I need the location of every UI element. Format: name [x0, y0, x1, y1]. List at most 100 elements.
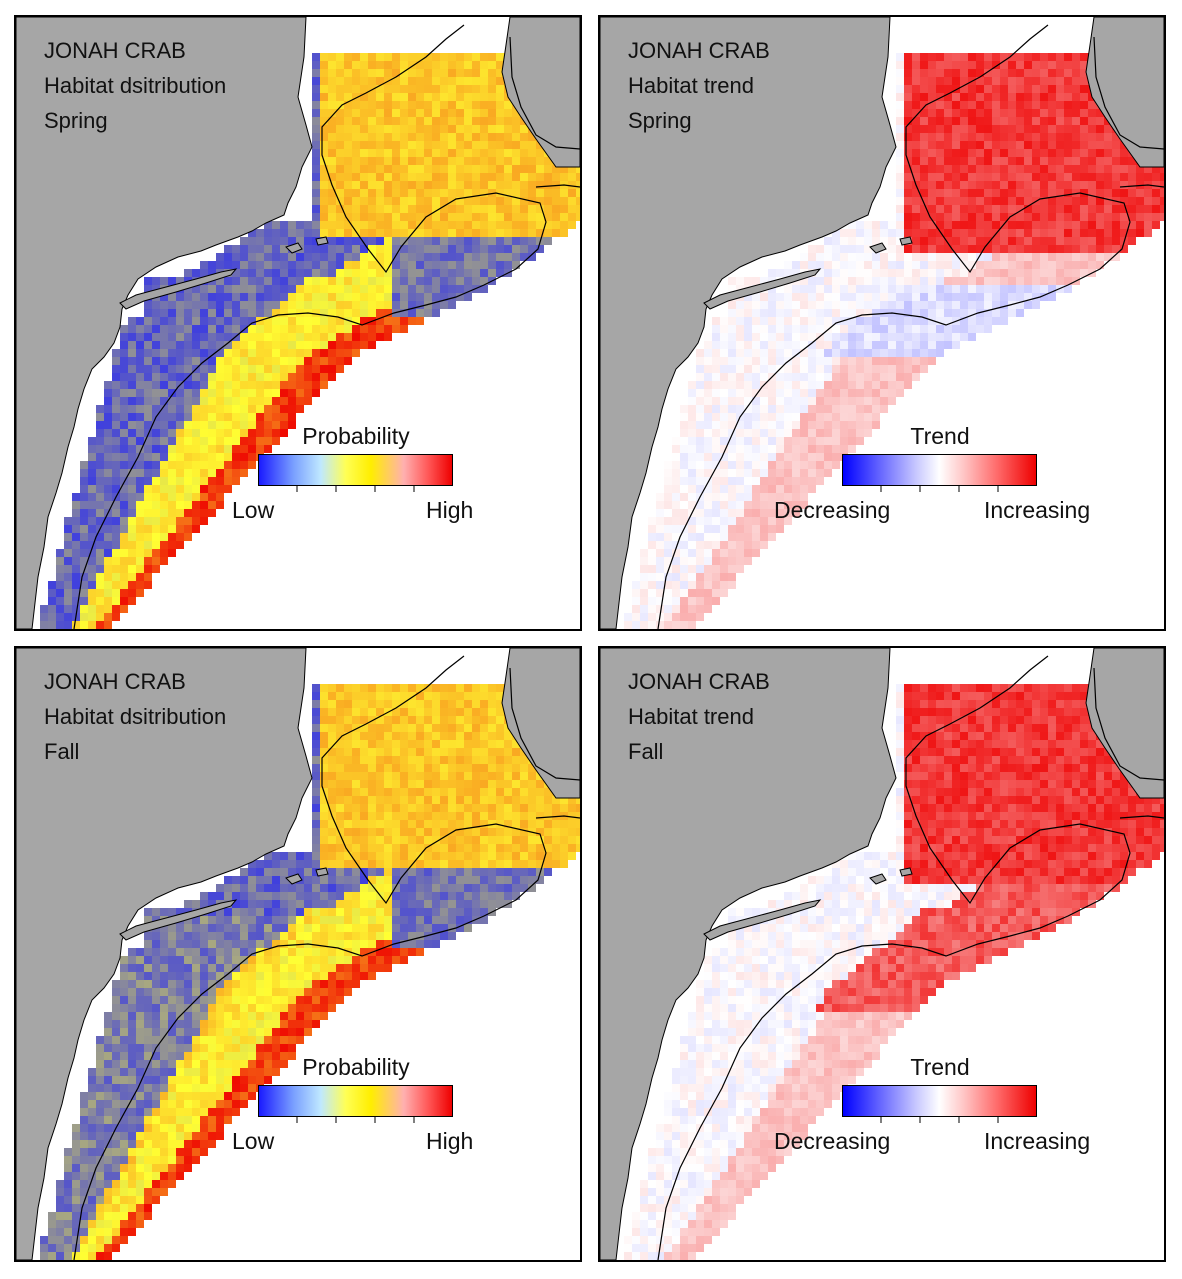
habitat-cell: [520, 221, 528, 229]
habitat-cell: [176, 373, 184, 381]
habitat-cell: [752, 509, 760, 517]
habitat-cell: [352, 101, 360, 109]
habitat-cell: [392, 820, 400, 828]
habitat-cell: [944, 253, 952, 261]
habitat-cell: [528, 796, 536, 804]
habitat-cell: [1064, 69, 1072, 77]
habitat-cell: [944, 181, 952, 189]
habitat-cell: [392, 692, 400, 700]
habitat-cell: [320, 69, 328, 77]
habitat-cell: [480, 796, 488, 804]
habitat-cell: [976, 77, 984, 85]
habitat-cell: [152, 277, 160, 285]
habitat-cell: [840, 333, 848, 341]
habitat-cell: [832, 309, 840, 317]
habitat-cell: [560, 205, 568, 213]
habitat-cell: [400, 828, 408, 836]
habitat-cell: [1136, 213, 1144, 221]
habitat-cell: [496, 796, 504, 804]
habitat-cell: [416, 285, 424, 293]
habitat-cell: [352, 756, 360, 764]
habitat-cell: [200, 469, 208, 477]
habitat-cell: [440, 165, 448, 173]
habitat-cell: [288, 269, 296, 277]
habitat-cell: [936, 229, 944, 237]
habitat-cell: [544, 828, 552, 836]
habitat-cell: [696, 565, 704, 573]
habitat-cell: [568, 165, 576, 173]
habitat-cell: [472, 868, 480, 876]
habitat-cell: [96, 477, 104, 485]
habitat-cell: [432, 740, 440, 748]
habitat-cell: [192, 389, 200, 397]
habitat-cell: [376, 205, 384, 213]
habitat-cell: [152, 509, 160, 517]
habitat-cell: [376, 173, 384, 181]
habitat-cell: [144, 493, 152, 501]
habitat-cell: [272, 429, 280, 437]
habitat-cell: [208, 469, 216, 477]
habitat-cell: [1064, 261, 1072, 269]
habitat-cell: [1024, 293, 1032, 301]
habitat-cell: [296, 884, 304, 892]
habitat-cell: [728, 485, 736, 493]
habitat-cell: [144, 325, 152, 333]
habitat-cell: [800, 293, 808, 301]
habitat-cell: [456, 133, 464, 141]
habitat-cell: [248, 325, 256, 333]
habitat-cell: [336, 53, 344, 61]
habitat-cell: [400, 293, 408, 301]
habitat-cell: [1024, 253, 1032, 261]
habitat-cell: [824, 437, 832, 445]
habitat-cell: [808, 413, 816, 421]
habitat-cell: [232, 341, 240, 349]
habitat-cell: [976, 261, 984, 269]
habitat-cell: [664, 613, 672, 621]
habitat-cell: [344, 788, 352, 796]
habitat-cell: [728, 541, 736, 549]
habitat-cell: [704, 597, 712, 605]
habitat-cell: [912, 189, 920, 197]
habitat-cell: [312, 165, 320, 173]
habitat-cell: [464, 189, 472, 197]
habitat-cell: [432, 293, 440, 301]
habitat-cell: [312, 804, 320, 812]
habitat-cell: [1016, 101, 1024, 109]
habitat-cell: [448, 724, 456, 732]
habitat-cell: [960, 109, 968, 117]
habitat-cell: [776, 517, 784, 525]
habitat-cell: [64, 605, 72, 613]
habitat-cell: [104, 565, 112, 573]
habitat-cell: [1032, 269, 1040, 277]
habitat-cell: [376, 53, 384, 61]
habitat-cell: [688, 461, 696, 469]
habitat-cell: [792, 317, 800, 325]
habitat-cell: [808, 317, 816, 325]
habitat-cell: [392, 796, 400, 804]
habitat-cell: [848, 317, 856, 325]
habitat-cell: [496, 149, 504, 157]
habitat-cell: [752, 501, 760, 509]
habitat-cell: [864, 429, 872, 437]
habitat-cell: [992, 149, 1000, 157]
habitat-cell: [240, 876, 248, 884]
habitat-cell: [296, 357, 304, 365]
habitat-cell: [400, 253, 408, 261]
habitat-cell: [96, 589, 104, 597]
habitat-cell: [448, 708, 456, 716]
habitat-cell: [336, 165, 344, 173]
habitat-cell: [664, 477, 672, 485]
habitat-cell: [824, 365, 832, 373]
habitat-cell: [1104, 213, 1112, 221]
habitat-cell: [928, 69, 936, 77]
habitat-cell: [1080, 269, 1088, 277]
habitat-cell: [248, 317, 256, 325]
habitat-cell: [128, 565, 136, 573]
habitat-cell: [272, 860, 280, 868]
habitat-cell: [216, 389, 224, 397]
habitat-cell: [144, 485, 152, 493]
habitat-cell: [312, 133, 320, 141]
habitat-cell: [208, 269, 216, 277]
habitat-cell: [80, 613, 88, 621]
habitat-cell: [736, 501, 744, 509]
